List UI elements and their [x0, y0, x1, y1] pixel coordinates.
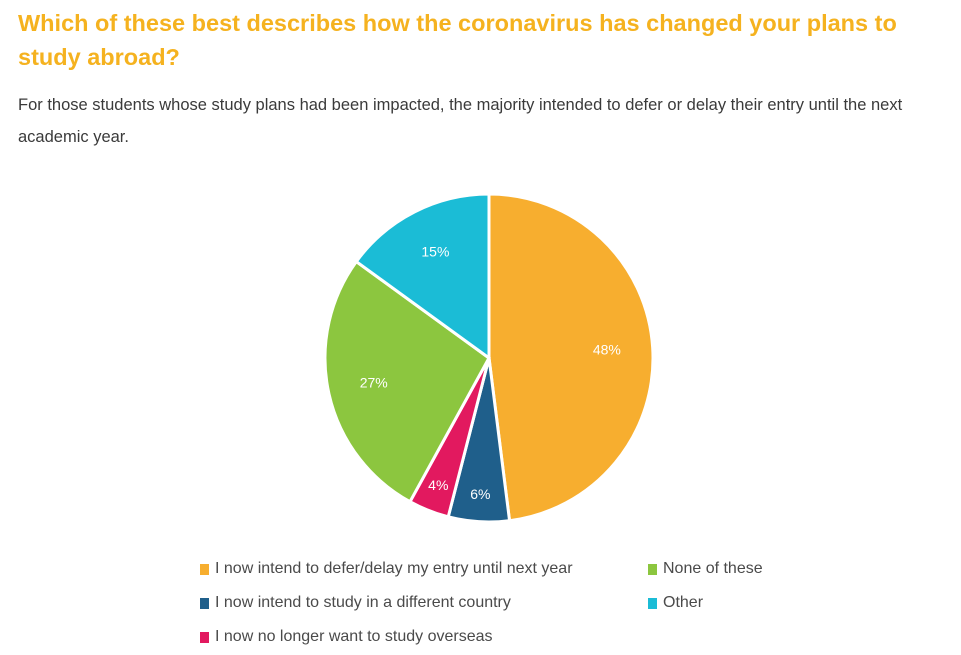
legend-swatch-no-longer [200, 631, 209, 643]
legend-item-different-country: I now intend to study in a different cou… [200, 594, 511, 612]
legend-label-none: None of these [663, 560, 763, 577]
pie-slice-defer [487, 192, 655, 523]
legend-item-other: Other [648, 594, 703, 612]
legend-item-no-longer: I now no longer want to study overseas [200, 628, 493, 646]
chart-subtitle: For those students whose study plans had… [18, 96, 903, 146]
legend-label-no-longer: I now no longer want to study overseas [215, 628, 493, 645]
chart-title: Which of these best describes how the co… [18, 10, 897, 70]
pie-slice-other [354, 192, 491, 361]
legend-label-different-country: I now intend to study in a different cou… [215, 594, 511, 611]
legend-label-other: Other [663, 594, 704, 611]
legend-item-none: None of these [648, 560, 763, 578]
pie-slice-none [323, 259, 491, 504]
pie-label-other: 15% [421, 243, 449, 259]
pie-label-no-longer: 4% [428, 477, 448, 493]
legend-swatch-defer [200, 563, 209, 575]
pie-label-none: 27% [360, 374, 388, 390]
legend-swatch-other [648, 597, 657, 609]
pie-label-defer: 48% [593, 341, 621, 357]
legend-swatch-none [648, 563, 657, 575]
legend-swatch-different-country [200, 597, 209, 609]
legend-label-defer: I now intend to defer/delay my entry unt… [215, 560, 573, 577]
legend-item-defer: I now intend to defer/delay my entry unt… [200, 560, 573, 578]
pie-label-different-country: 6% [470, 486, 490, 502]
